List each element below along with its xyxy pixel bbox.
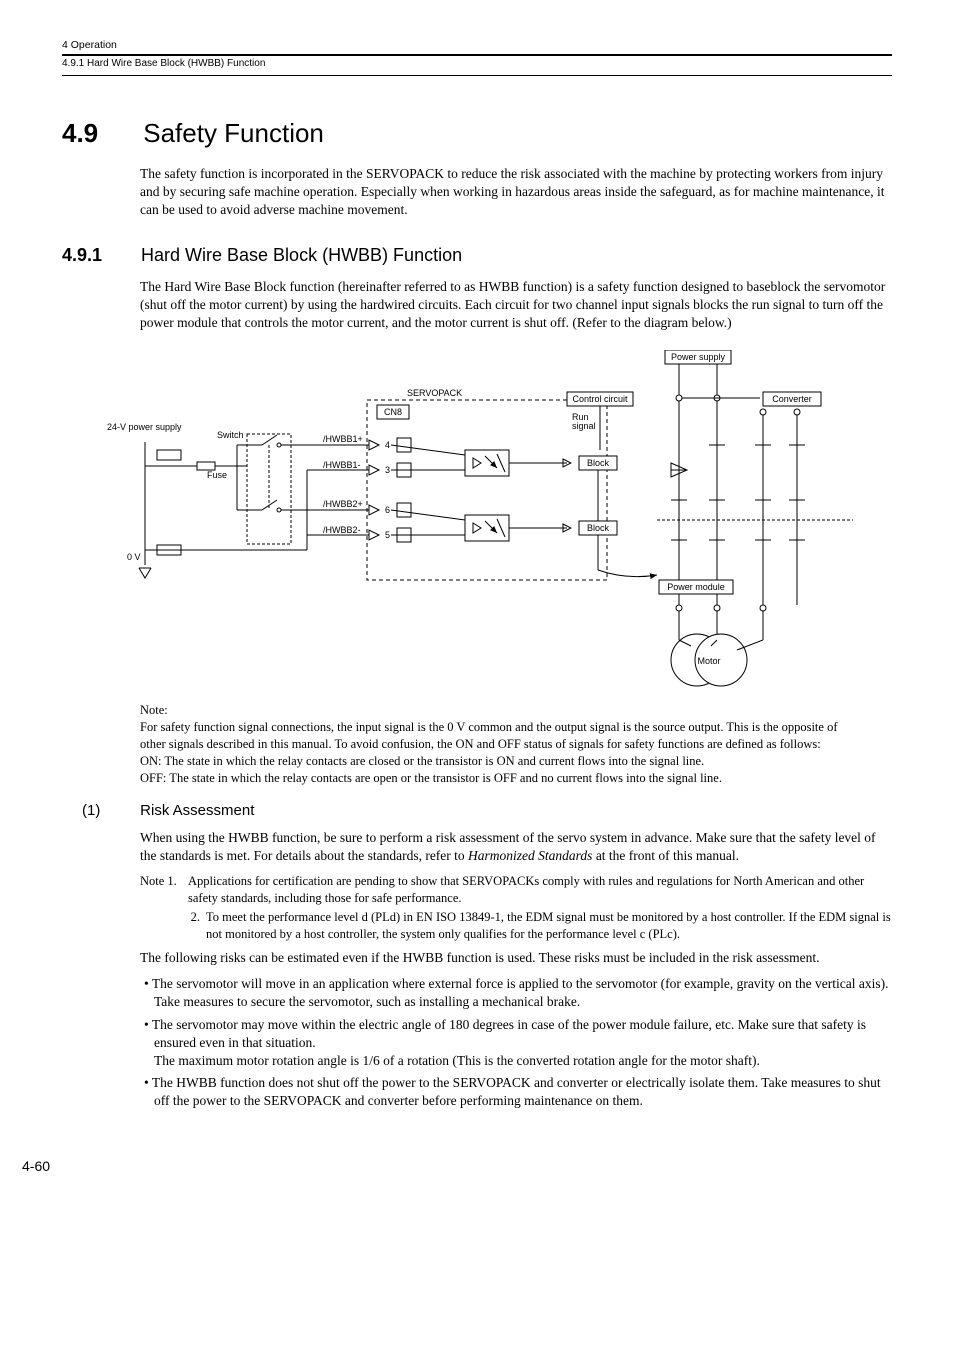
pin4: 4: [385, 440, 390, 450]
subsection-intro: The Hard Wire Base Block function (herei…: [140, 278, 892, 333]
note-safety-signal: Note: For safety function signal connect…: [140, 702, 892, 786]
subsection-heading: 4.9.1 Hard Wire Base Block (HWBB) Functi…: [62, 243, 892, 267]
lbl-hwbb1m: /HWBB1-: [323, 460, 361, 470]
svg-text:signal: signal: [572, 421, 596, 431]
risk-p1b: at the front of this manual.: [592, 848, 739, 863]
subsection-title: Hard Wire Base Block (HWBB) Function: [141, 245, 462, 265]
risk-title: Risk Assessment: [140, 802, 254, 819]
header-breadcrumb: 4.9.1 Hard Wire Base Block (HWBB) Functi…: [62, 57, 892, 75]
note-label: Note:: [140, 702, 173, 719]
lbl-powersupply: Power supply: [671, 352, 726, 362]
header-rule-thick: [62, 54, 892, 56]
nn-txt-2: To meet the performance level d (PLd) in…: [206, 909, 892, 943]
lbl-hwbb2p: /HWBB2+: [323, 499, 363, 509]
page-number: 4-60: [22, 1157, 892, 1176]
lbl-switch: Switch: [217, 430, 244, 440]
lbl-converter: Converter: [772, 394, 812, 404]
lbl-control: Control circuit: [572, 394, 628, 404]
lbl-cn8: CN8: [384, 407, 402, 417]
lbl-servopack: SERVOPACK: [407, 388, 462, 398]
pin5: 5: [385, 530, 390, 540]
lbl-block2: Block: [587, 523, 610, 533]
risk-bullet-3: The HWBB function does not shut off the …: [144, 1074, 892, 1110]
section-intro: The safety function is incorporated in t…: [140, 165, 892, 220]
risk-heading: (1) Risk Assessment: [82, 801, 892, 821]
lbl-motor: Motor: [697, 656, 720, 666]
lbl-fuse: Fuse: [207, 470, 227, 480]
section-number: 4.9: [62, 116, 136, 151]
pin6: 6: [385, 505, 390, 515]
nn-lab-1: Note 1.: [140, 873, 188, 907]
lbl-24v: 24-V power supply: [107, 422, 182, 432]
nn-txt-1: Applications for certification are pendi…: [188, 873, 892, 907]
section-title: Safety Function: [143, 118, 324, 148]
hwbb-diagram: Power supply Converter: [97, 350, 857, 690]
lbl-powermodule: Power module: [667, 582, 725, 592]
header-chapter: 4 Operation: [62, 38, 892, 52]
lbl-hwbb2m: /HWBB2-: [323, 525, 361, 535]
pin3: 3: [385, 465, 390, 475]
risk-p2: The following risks can be estimated eve…: [140, 949, 892, 967]
risk-p1: When using the HWBB function, be sure to…: [140, 829, 892, 865]
note-line1: For safety function signal connections, …: [140, 720, 838, 751]
risk-p1em: Harmonized Standards: [468, 848, 592, 863]
lbl-0v: 0 V: [127, 552, 141, 562]
risk-bullets: The servomotor will move in an applicati…: [144, 975, 892, 1111]
lbl-hwbb1p: /HWBB1+: [323, 434, 363, 444]
lbl-block1: Block: [587, 458, 610, 468]
risk-notes: Note 1. Applications for certification a…: [140, 873, 892, 943]
risk-bullet-1: The servomotor will move in an applicati…: [144, 975, 892, 1011]
header-rule-thin: [62, 75, 892, 76]
note-line3: OFF: The state in which the relay contac…: [140, 771, 722, 785]
section-heading: 4.9 Safety Function: [62, 116, 892, 151]
subsection-number: 4.9.1: [62, 243, 136, 267]
risk-num: (1): [82, 801, 136, 821]
note-line2: ON: The state in which the relay contact…: [140, 754, 704, 768]
nn-lab-2: 2.: [188, 909, 206, 943]
risk-bullet-2: The servomotor may move within the elect…: [144, 1016, 892, 1071]
